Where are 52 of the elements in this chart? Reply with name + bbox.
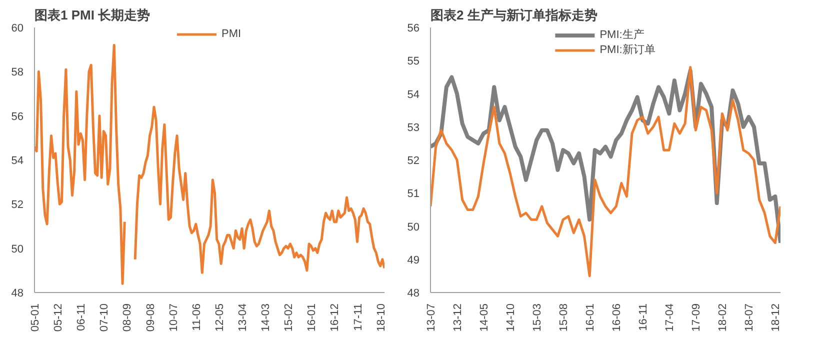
x-tick-label: 18-10 <box>375 303 388 332</box>
chart-title: 图表1 PMI 长期走势 <box>34 8 150 22</box>
x-tick-label: 05-01 <box>30 303 42 332</box>
x-tick-label: 06-11 <box>76 303 88 331</box>
x-tick-label: 17-04 <box>664 303 676 332</box>
y-tick-label: 54 <box>11 155 24 167</box>
x-tick-label: 15-03 <box>532 303 544 332</box>
x-tick-label: 14-05 <box>478 303 491 332</box>
legend-label: PMI <box>222 27 242 41</box>
x-tick-label: 18-02 <box>717 303 730 332</box>
y-tick-label: 54 <box>407 88 420 101</box>
y-tick-label: 48 <box>407 288 420 300</box>
x-tick-label: 16-11 <box>638 303 650 331</box>
x-tick-label: 13-04 <box>236 303 249 332</box>
x-tick-label: 16-12 <box>329 303 342 332</box>
y-tick-label: 49 <box>407 254 420 266</box>
x-tick-label: 16-06 <box>611 303 624 332</box>
x-tick-label: 14-10 <box>505 303 518 332</box>
x-tick-label: 12-05 <box>214 303 226 332</box>
y-tick-label: 50 <box>407 221 420 234</box>
x-tick-label: 16-01 <box>306 303 318 332</box>
x-tick-label: 11-06 <box>190 303 203 331</box>
legend-label: PMI:新订单 <box>600 42 656 57</box>
y-tick-label: 48 <box>11 288 24 300</box>
x-tick-label: 10-07 <box>168 303 180 332</box>
y-tick-label: 52 <box>11 199 24 212</box>
y-tick-label: 56 <box>11 110 24 123</box>
x-tick-label: 14-03 <box>260 303 272 332</box>
y-tick-label: 53 <box>407 122 420 134</box>
y-tick-label: 58 <box>11 66 24 79</box>
chart-title: 图表2 生产与新订单指标走势 <box>430 8 598 22</box>
x-tick-label: 16-01 <box>584 303 597 332</box>
x-tick-label: 07-10 <box>98 303 111 332</box>
x-tick-label: 18-07 <box>744 303 756 332</box>
x-tick-label: 09-08 <box>144 303 157 332</box>
y-tick-label: 55 <box>407 56 420 68</box>
x-tick-label: 17-11 <box>352 303 364 331</box>
x-tick-label: 17-09 <box>690 303 703 332</box>
x-tick-label: 15-02 <box>283 303 296 332</box>
x-tick-label: 15-08 <box>558 303 570 332</box>
x-tick-label: 18-12 <box>770 303 782 332</box>
y-tick-label: 52 <box>407 155 420 167</box>
line-series <box>430 66 780 278</box>
x-tick-label: 08-09 <box>122 303 134 332</box>
x-tick-label: 13-12 <box>452 303 464 332</box>
legend-label: PMI:生产 <box>600 28 644 42</box>
y-tick-label: 60 <box>11 22 24 34</box>
y-tick-label: 51 <box>407 188 420 200</box>
y-tick-label: 56 <box>407 22 420 34</box>
x-tick-label: 05-12 <box>52 303 65 332</box>
x-tick-label: 13-07 <box>426 303 438 332</box>
y-tick-label: 50 <box>11 243 24 256</box>
